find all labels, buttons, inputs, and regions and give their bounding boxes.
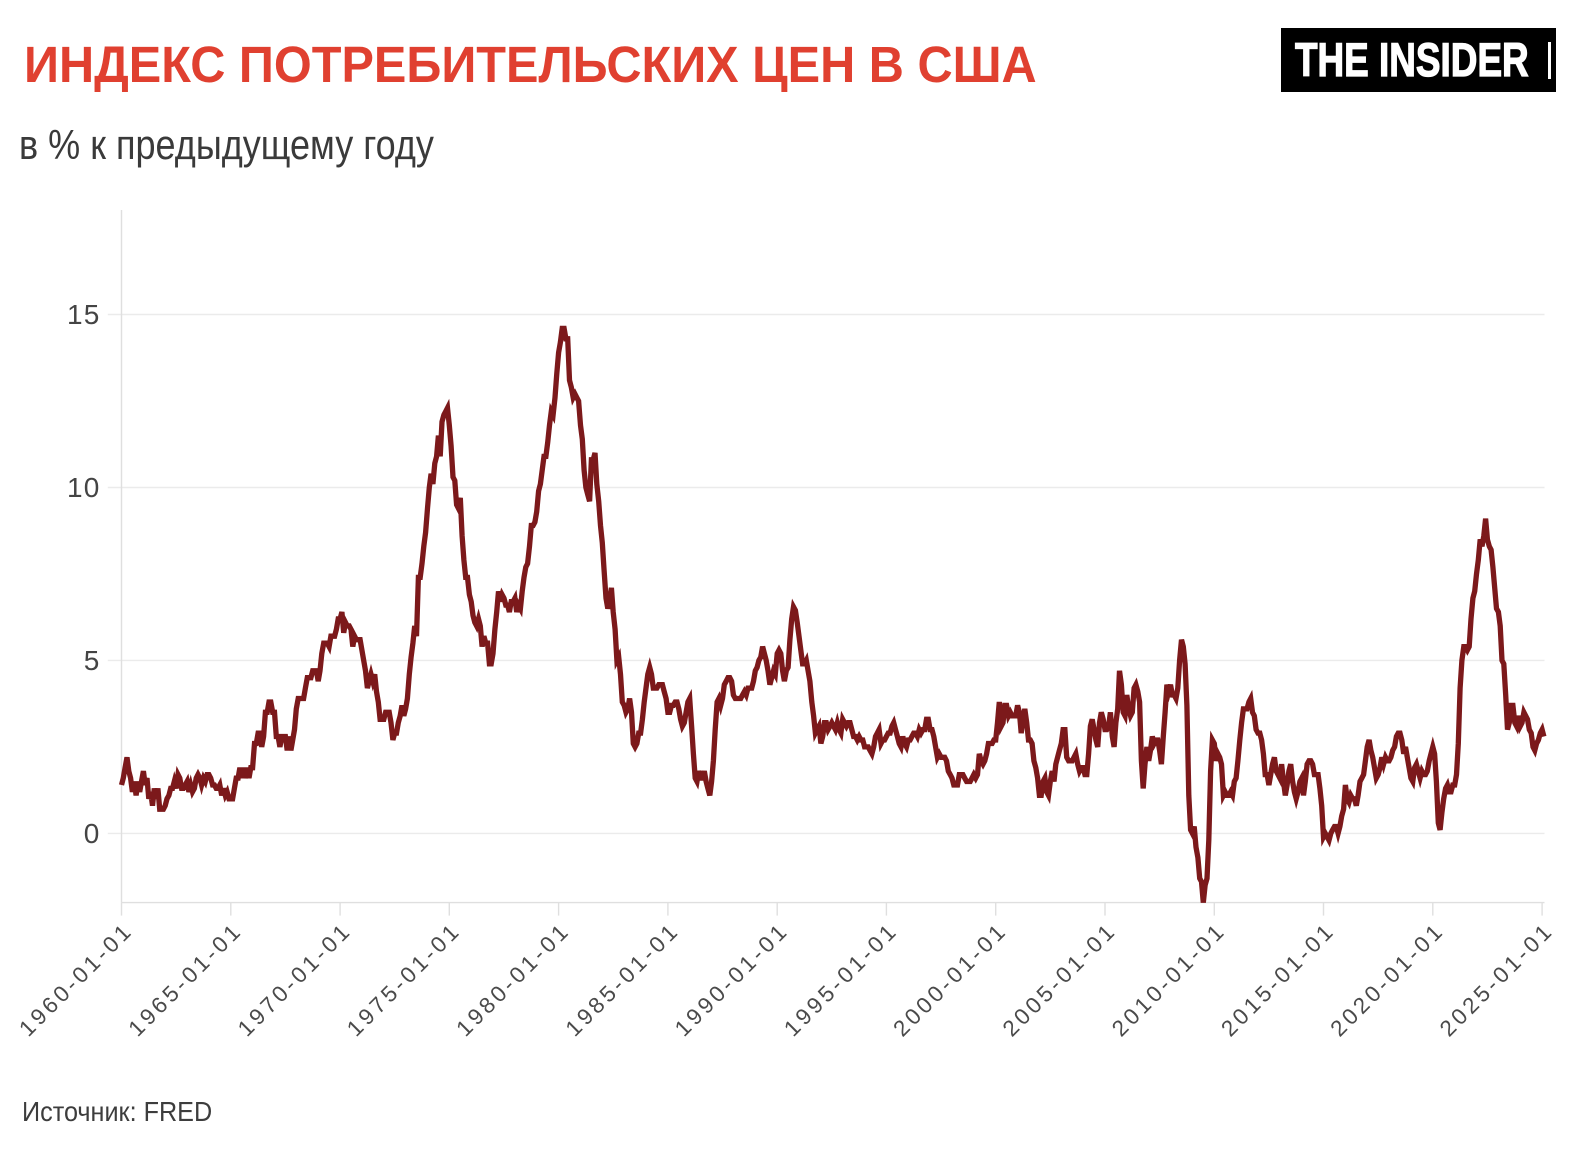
svg-text:2025-01-01: 2025-01-01 xyxy=(1435,917,1559,1041)
svg-text:2000-01-01: 2000-01-01 xyxy=(888,917,1012,1041)
svg-text:1980-01-01: 1980-01-01 xyxy=(451,917,575,1041)
svg-text:1970-01-01: 1970-01-01 xyxy=(233,917,357,1041)
svg-text:2020-01-01: 2020-01-01 xyxy=(1326,917,1450,1041)
svg-text:1995-01-01: 1995-01-01 xyxy=(779,917,903,1041)
svg-text:5: 5 xyxy=(84,645,101,676)
svg-text:1975-01-01: 1975-01-01 xyxy=(342,917,466,1041)
svg-text:1960-01-01: 1960-01-01 xyxy=(14,917,138,1041)
svg-text:2015-01-01: 2015-01-01 xyxy=(1216,917,1340,1041)
svg-text:2010-01-01: 2010-01-01 xyxy=(1107,917,1231,1041)
svg-text:1990-01-01: 1990-01-01 xyxy=(670,917,794,1041)
svg-text:10: 10 xyxy=(67,472,101,503)
svg-text:1965-01-01: 1965-01-01 xyxy=(124,917,248,1041)
svg-text:0: 0 xyxy=(84,818,101,849)
svg-text:15: 15 xyxy=(67,299,101,330)
svg-text:2005-01-01: 2005-01-01 xyxy=(998,917,1122,1041)
svg-text:1985-01-01: 1985-01-01 xyxy=(561,917,685,1041)
